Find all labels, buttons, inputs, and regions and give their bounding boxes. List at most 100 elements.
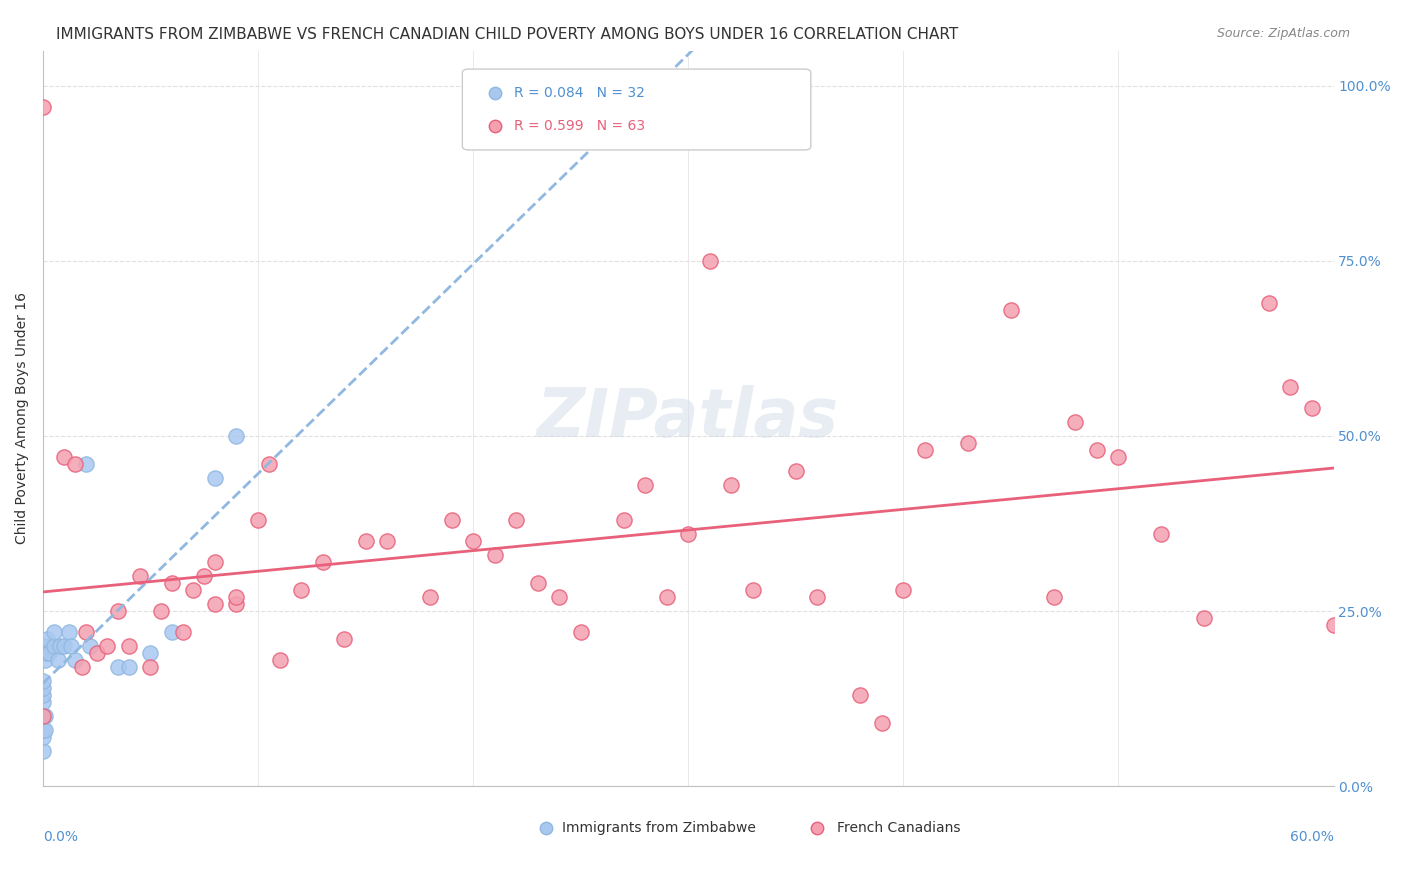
- Point: [526, 576, 548, 591]
- Point: [246, 513, 269, 527]
- Point: [183, 582, 205, 597]
- Point: [32, 674, 55, 689]
- Point: [914, 442, 936, 457]
- Point: [375, 533, 398, 548]
- Point: [1150, 527, 1173, 541]
- Point: [1064, 415, 1087, 429]
- Point: [870, 716, 893, 731]
- Point: [42, 639, 65, 653]
- Point: [32, 695, 55, 709]
- Point: [1194, 611, 1216, 625]
- Point: [891, 582, 914, 597]
- Text: R = 0.084   N = 32: R = 0.084 N = 32: [515, 86, 645, 100]
- Point: [37, 632, 59, 646]
- Point: [37, 646, 59, 660]
- Point: [70, 660, 93, 674]
- Point: [32, 709, 55, 723]
- Point: [39, 772, 62, 787]
- Point: [75, 457, 97, 471]
- Point: [1258, 295, 1281, 310]
- Text: 0.0%: 0.0%: [44, 830, 77, 844]
- Point: [34, 653, 56, 667]
- Text: Source: ZipAtlas.com: Source: ZipAtlas.com: [1216, 27, 1350, 40]
- Point: [63, 653, 86, 667]
- Y-axis label: Child Poverty Among Boys Under 16: Child Poverty Among Boys Under 16: [15, 293, 30, 544]
- Point: [699, 253, 721, 268]
- Point: [806, 590, 828, 604]
- Text: French Canadians: French Canadians: [837, 821, 960, 835]
- Point: [1107, 450, 1129, 464]
- Point: [34, 709, 56, 723]
- Point: [440, 513, 463, 527]
- Point: [225, 590, 247, 604]
- Point: [118, 660, 141, 674]
- Point: [139, 660, 162, 674]
- Point: [1043, 590, 1066, 604]
- Point: [569, 625, 592, 640]
- Point: [1279, 380, 1302, 394]
- Point: [193, 569, 215, 583]
- Point: [45, 780, 67, 794]
- Point: [676, 527, 699, 541]
- Point: [741, 582, 763, 597]
- Text: ZIPatlas: ZIPatlas: [537, 385, 839, 451]
- Point: [1322, 618, 1344, 632]
- Point: [505, 513, 527, 527]
- Point: [53, 639, 76, 653]
- Point: [204, 471, 226, 485]
- Point: [75, 625, 97, 640]
- Point: [1085, 442, 1108, 457]
- Point: [204, 555, 226, 569]
- Point: [32, 639, 55, 653]
- Point: [461, 533, 484, 548]
- Point: [548, 590, 571, 604]
- Point: [49, 639, 72, 653]
- Point: [225, 429, 247, 443]
- Point: [53, 450, 76, 464]
- Point: [290, 582, 312, 597]
- Point: [1000, 302, 1022, 317]
- Point: [96, 639, 118, 653]
- Point: [1301, 401, 1323, 415]
- Text: Immigrants from Zimbabwe: Immigrants from Zimbabwe: [562, 821, 755, 835]
- Point: [118, 639, 141, 653]
- Point: [39, 772, 62, 787]
- Point: [160, 576, 183, 591]
- Point: [311, 555, 333, 569]
- Point: [354, 533, 377, 548]
- Point: [79, 639, 101, 653]
- Point: [257, 457, 280, 471]
- Point: [849, 688, 872, 702]
- Point: [63, 457, 86, 471]
- Point: [128, 569, 150, 583]
- Point: [139, 646, 162, 660]
- Point: [634, 478, 657, 492]
- Point: [107, 604, 129, 618]
- Point: [38, 646, 60, 660]
- Point: [720, 478, 742, 492]
- Point: [39, 780, 62, 794]
- Point: [655, 590, 678, 604]
- Point: [34, 639, 56, 653]
- Point: [613, 513, 636, 527]
- Point: [32, 744, 55, 758]
- Text: R = 0.599   N = 63: R = 0.599 N = 63: [515, 119, 645, 133]
- Point: [86, 646, 108, 660]
- Point: [32, 681, 55, 695]
- Text: 60.0%: 60.0%: [1289, 830, 1333, 844]
- Point: [225, 597, 247, 611]
- Point: [32, 100, 55, 114]
- Point: [46, 653, 69, 667]
- Point: [32, 688, 55, 702]
- Point: [333, 632, 356, 646]
- Point: [160, 625, 183, 640]
- Point: [42, 625, 65, 640]
- Point: [484, 548, 506, 562]
- Point: [32, 709, 55, 723]
- Point: [956, 436, 979, 450]
- FancyBboxPatch shape: [463, 69, 811, 150]
- Point: [785, 464, 807, 478]
- Text: IMMIGRANTS FROM ZIMBABWE VS FRENCH CANADIAN CHILD POVERTY AMONG BOYS UNDER 16 CO: IMMIGRANTS FROM ZIMBABWE VS FRENCH CANAD…: [56, 27, 959, 42]
- Point: [1344, 393, 1367, 408]
- Point: [419, 590, 441, 604]
